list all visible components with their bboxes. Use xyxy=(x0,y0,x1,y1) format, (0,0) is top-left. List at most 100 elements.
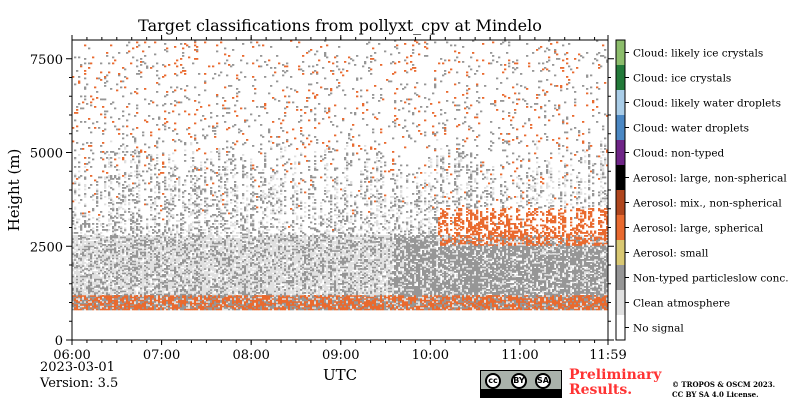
heat-cell xyxy=(172,269,175,272)
heat-cell xyxy=(150,178,153,180)
heat-cell xyxy=(72,251,75,254)
heat-cell xyxy=(140,307,143,309)
heat-cell xyxy=(126,263,129,266)
heat-cell xyxy=(106,290,109,293)
heat-cell xyxy=(144,268,147,270)
heat-cell xyxy=(220,173,223,176)
heat-cell xyxy=(178,242,181,245)
heat-cell xyxy=(176,266,179,269)
heat-cell xyxy=(220,226,223,228)
heat-cell xyxy=(124,299,127,302)
heat-cell xyxy=(216,278,219,281)
heat-cell xyxy=(184,236,187,239)
heat-cell xyxy=(226,295,229,297)
heat-cell xyxy=(192,274,195,276)
heat-cell xyxy=(148,238,151,240)
heat-cell xyxy=(128,283,131,285)
heat-cell xyxy=(84,245,87,248)
heat-cell xyxy=(226,209,229,212)
heat-cell xyxy=(224,247,227,249)
heat-cell xyxy=(204,283,207,285)
heat-cell xyxy=(116,217,119,219)
heat-cell xyxy=(182,250,185,252)
heat-cell xyxy=(138,209,141,212)
heat-cell xyxy=(136,269,139,272)
heat-cell xyxy=(118,296,121,299)
heat-cell xyxy=(168,64,171,66)
heat-cell xyxy=(226,151,229,153)
heat-cell xyxy=(84,194,87,197)
heat-cell xyxy=(208,254,211,257)
heat-cell xyxy=(232,169,235,171)
heat-cell xyxy=(194,242,197,245)
heat-cell xyxy=(78,292,81,294)
heat-cell xyxy=(184,184,187,186)
heat-cell xyxy=(164,239,167,242)
heat-cell xyxy=(98,77,101,80)
heat-cell xyxy=(94,257,97,260)
heat-cell xyxy=(174,128,177,131)
heat-cell xyxy=(198,281,201,284)
heat-cell xyxy=(174,62,177,65)
heat-cell xyxy=(164,298,167,300)
heat-cell xyxy=(116,236,119,239)
heat-cell xyxy=(156,74,159,77)
heat-cell xyxy=(112,188,115,191)
heat-cell xyxy=(210,257,213,260)
heat-cell xyxy=(188,274,191,276)
heat-cell xyxy=(230,187,233,189)
heat-cell xyxy=(172,295,175,297)
heat-cell xyxy=(92,227,95,230)
heat-cell xyxy=(170,262,173,264)
heat-cell xyxy=(160,284,163,287)
heat-cell xyxy=(140,232,143,234)
heat-cell xyxy=(234,221,237,224)
heat-cell xyxy=(144,298,147,300)
heat-cell xyxy=(224,266,227,269)
heat-cell xyxy=(200,269,203,272)
heat-cell xyxy=(172,91,175,93)
heat-cell xyxy=(142,248,145,251)
heat-cell xyxy=(146,224,149,227)
heat-cell xyxy=(96,236,99,239)
heat-cell xyxy=(214,308,217,311)
heat-cell xyxy=(182,283,185,285)
heat-cell xyxy=(178,296,181,299)
heat-cell xyxy=(170,244,173,246)
heat-cell xyxy=(146,256,149,258)
heat-cell xyxy=(76,272,79,275)
heat-cell xyxy=(98,256,101,258)
heat-cell xyxy=(154,307,157,309)
heat-cell xyxy=(224,107,227,110)
heat-cell xyxy=(100,197,103,200)
heat-cell xyxy=(128,284,131,287)
heat-cell xyxy=(100,307,103,309)
heat-cell xyxy=(80,269,83,272)
heat-cell xyxy=(142,170,145,173)
heat-cell xyxy=(132,269,135,272)
heat-cell xyxy=(210,247,213,249)
heat-cell xyxy=(128,278,131,281)
heat-cell xyxy=(76,274,79,276)
heat-cell xyxy=(118,73,121,75)
heat-cell xyxy=(156,91,159,93)
heat-cell xyxy=(164,103,167,105)
heat-cell xyxy=(230,161,233,164)
heat-cell xyxy=(90,277,93,279)
heat-cell xyxy=(112,290,115,293)
heat-cell xyxy=(170,245,173,248)
heat-cell xyxy=(176,214,179,216)
heat-cell xyxy=(180,295,183,297)
heat-cell xyxy=(156,262,159,264)
heat-cell xyxy=(194,227,197,230)
heat-cell xyxy=(156,146,159,149)
heat-cell xyxy=(160,233,163,236)
heat-cell xyxy=(150,308,153,311)
heat-cell xyxy=(74,190,77,192)
heat-cell xyxy=(74,290,77,293)
heat-cell xyxy=(112,302,115,305)
heat-cell xyxy=(174,260,177,263)
heat-cell xyxy=(212,256,215,258)
heat-cell xyxy=(72,301,75,303)
heat-cell xyxy=(226,293,229,296)
